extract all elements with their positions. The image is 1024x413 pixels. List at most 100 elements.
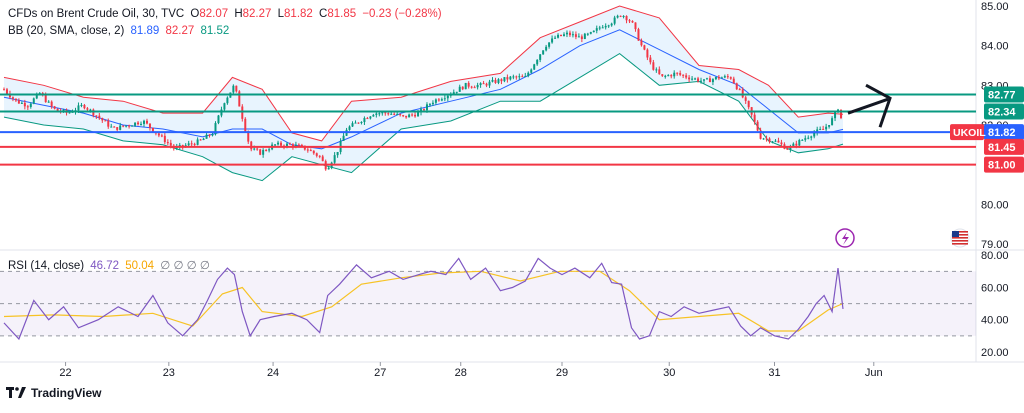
- price-tick-label: 79.00: [981, 239, 1009, 251]
- candle-body: [321, 156, 324, 162]
- candle-body: [348, 126, 351, 130]
- candle-body: [655, 69, 658, 71]
- candle-body: [125, 125, 128, 127]
- candle-body: [676, 72, 679, 74]
- rsi-legend[interactable]: RSI (14, close) 46.72 50.04 ∅ ∅ ∅ ∅: [8, 258, 213, 272]
- candle-body: [5, 89, 8, 94]
- candle-body: [664, 75, 667, 77]
- candle-body: [354, 122, 357, 124]
- candle-body: [113, 126, 116, 128]
- candle-body: [253, 148, 256, 150]
- candle-body: [717, 76, 720, 79]
- candle-body: [342, 135, 345, 141]
- candle-body: [440, 99, 443, 101]
- candle-body: [306, 149, 309, 151]
- candle-body: [637, 29, 640, 41]
- candle-body: [557, 34, 560, 38]
- candle-body: [610, 23, 613, 26]
- candle-body: [634, 22, 637, 30]
- candle-body: [26, 106, 29, 108]
- candle-body: [643, 45, 646, 50]
- candle-body: [729, 77, 732, 79]
- candle-body: [14, 98, 17, 101]
- candle-body: [741, 89, 744, 98]
- symbol-legend[interactable]: CFDs on Brent Crude Oil, 30, TVC O82.07 …: [8, 8, 445, 20]
- candle-body: [804, 138, 807, 140]
- rsi-label: RSI (14, close): [8, 260, 85, 272]
- candle-body: [711, 79, 714, 83]
- candle-body: [571, 34, 574, 36]
- tradingview-logo-icon: [6, 387, 26, 398]
- candle-body: [458, 86, 461, 92]
- candle-body: [819, 128, 822, 130]
- us-flag-icon: [950, 228, 970, 248]
- candle-body: [592, 30, 595, 33]
- candle-body: [89, 109, 92, 111]
- candle-body: [470, 86, 473, 88]
- time-tick-label: 22: [59, 367, 71, 379]
- bb-label: BB (20, SMA, close, 2): [8, 25, 125, 37]
- flag-stripe: [952, 237, 968, 239]
- candle-body: [116, 127, 119, 130]
- candle-body: [813, 132, 816, 137]
- candle-body: [396, 114, 399, 116]
- candle-body: [369, 116, 372, 119]
- candle-body: [202, 138, 205, 141]
- symbol-tag-label: UKOIL: [953, 127, 986, 139]
- candle-body: [735, 83, 738, 90]
- price-tick-label: 80.00: [981, 199, 1009, 211]
- candle-body: [214, 123, 217, 135]
- candle-body: [631, 20, 634, 23]
- candle-body: [443, 98, 446, 100]
- candle-body: [17, 100, 20, 104]
- candle-body: [795, 143, 798, 146]
- candle-body: [23, 102, 26, 107]
- candle-body: [232, 85, 235, 93]
- candle-body: [268, 149, 271, 151]
- candle-body: [673, 72, 676, 77]
- level-tag-81.00: [984, 156, 1024, 173]
- candle-body: [682, 74, 685, 76]
- candle-body: [169, 142, 172, 146]
- candle-body: [506, 77, 509, 80]
- candle-body: [589, 32, 592, 34]
- tradingview-footer[interactable]: TradingView: [6, 386, 101, 400]
- candle-body: [336, 151, 339, 156]
- candle-body: [577, 36, 580, 38]
- candle-body: [211, 134, 214, 136]
- candle-body: [417, 112, 420, 117]
- candle-body: [700, 80, 703, 82]
- candle-body: [479, 83, 482, 86]
- candle-body: [381, 112, 384, 114]
- candle-body: [774, 140, 777, 142]
- candle-body: [107, 120, 110, 127]
- candle-body: [834, 112, 837, 119]
- candle-body: [95, 115, 98, 117]
- candle-body: [47, 101, 50, 103]
- candle-body: [542, 50, 545, 55]
- candle-body: [291, 144, 294, 147]
- candle-body: [607, 25, 610, 27]
- candle-body: [274, 144, 277, 146]
- candle-body: [473, 87, 476, 89]
- candle-body: [524, 76, 527, 78]
- candle-body: [402, 115, 405, 117]
- candle-body: [333, 155, 336, 163]
- level-tag-82.34: [984, 103, 1024, 120]
- candle-body: [414, 114, 417, 117]
- candle-body: [241, 106, 244, 119]
- candle-body: [151, 127, 154, 132]
- bb-legend[interactable]: BB (20, SMA, close, 2) 81.89 82.27 81.52: [8, 25, 232, 37]
- bb-upper-value: 82.27: [165, 25, 195, 37]
- candle-body: [753, 114, 756, 122]
- candle-body: [628, 20, 631, 22]
- rsi-line: [3, 257, 844, 341]
- candle-body: [658, 69, 661, 75]
- candle-body: [619, 15, 622, 17]
- candle-body: [56, 108, 59, 111]
- candle-body: [208, 134, 211, 136]
- candle-body: [428, 104, 431, 106]
- candle-body: [464, 82, 467, 90]
- candle-body: [777, 140, 780, 143]
